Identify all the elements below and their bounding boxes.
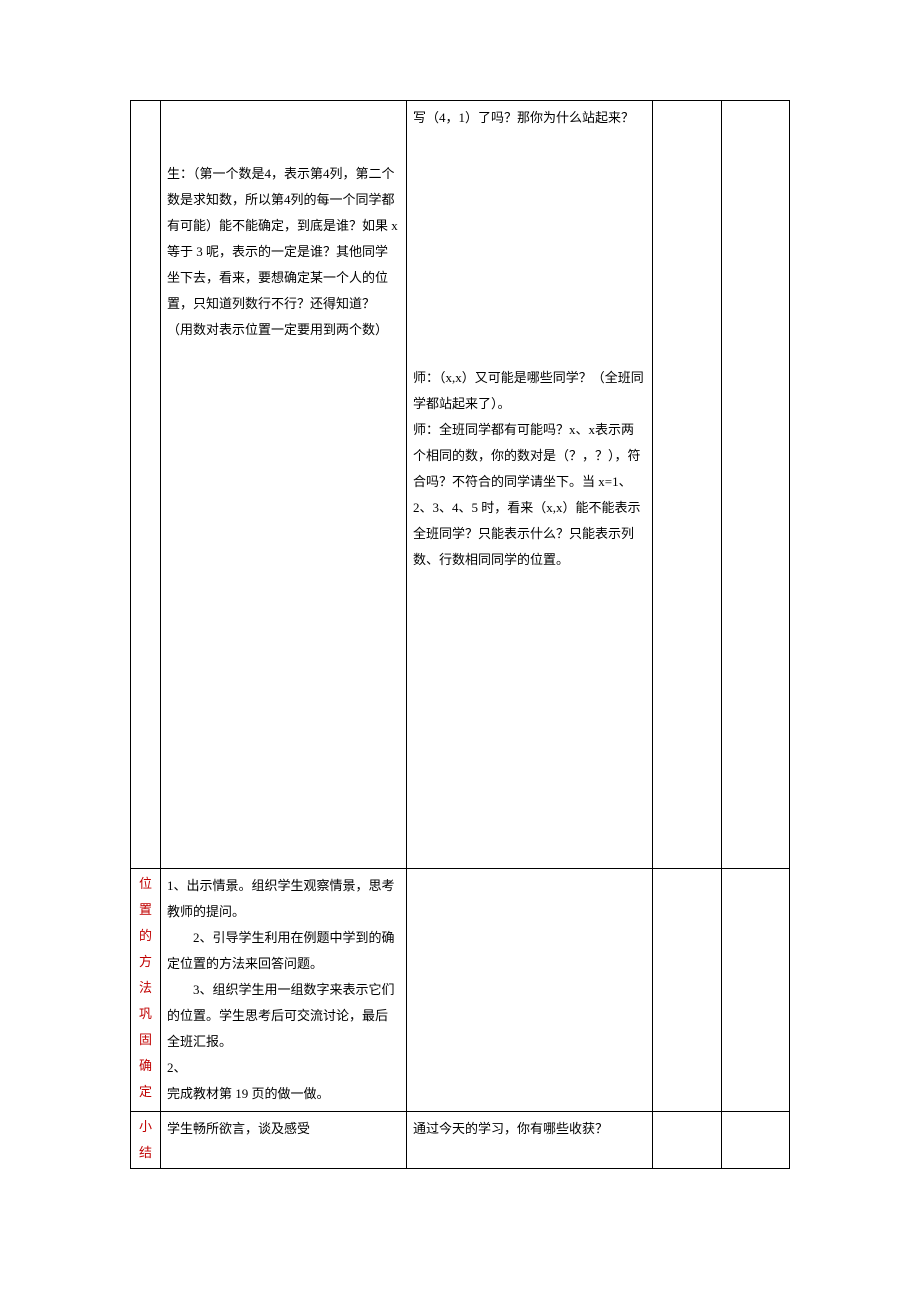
- label-char: 置: [133, 897, 158, 923]
- table-row: 位 置 的 方 法 巩 固 确 定 1、出示情景。组织学生观察情景，思考教师的提…: [131, 869, 790, 1112]
- paragraph: 通过今天的学习，你有哪些收获？: [413, 1116, 646, 1142]
- paragraph: 1、出示情景。组织学生观察情景，思考教师的提问。: [167, 873, 400, 925]
- label-char: 固: [133, 1027, 158, 1053]
- label-char: 小: [133, 1114, 158, 1140]
- paragraph: 学生畅所欲言，谈及感受: [167, 1116, 400, 1142]
- paragraph: 3、组织学生用一组数字来表示它们的位置。学生思考后可交流讨论，最后全班汇报。: [167, 977, 400, 1055]
- table-row: 小 结 学生畅所欲言，谈及感受 通过今天的学习，你有哪些收获？: [131, 1112, 790, 1169]
- empty-cell: [721, 1112, 790, 1169]
- lesson-plan-table: 生：（第一个数是4，表示第4列，第二个数是求知数，所以第4列的每一个同学都有可能…: [130, 100, 790, 1169]
- student-activity-cell: 生：（第一个数是4，表示第4列，第二个数是求知数，所以第4列的每一个同学都有可能…: [160, 101, 406, 869]
- paragraph: 生：（第一个数是4，表示第4列，第二个数是求知数，所以第4列的每一个同学都有可能…: [167, 161, 400, 343]
- student-activity-cell: 1、出示情景。组织学生观察情景，思考教师的提问。 2、引导学生利用在例题中学到的…: [160, 869, 406, 1112]
- label-char: 结: [133, 1140, 158, 1166]
- empty-cell: [653, 869, 721, 1112]
- label-char: 定: [133, 1079, 158, 1105]
- paragraph: 写（4，1）了吗？那你为什么站起来？: [413, 105, 646, 131]
- paragraph: 师：全班同学都有可能吗？x、x表示两个相同的数，你的数对是（？，？），符合吗？不…: [413, 417, 646, 573]
- label-char: 巩: [133, 1001, 158, 1027]
- empty-cell: [721, 101, 790, 869]
- empty-cell: [653, 101, 721, 869]
- paragraph: 完成教材第 19 页的做一做。: [167, 1081, 400, 1107]
- paragraph: 师：（x,x）又可能是哪些同学？（全班同学都站起来了）。: [413, 365, 646, 417]
- teacher-activity-cell: 通过今天的学习，你有哪些收获？: [407, 1112, 653, 1169]
- paragraph: 2、引导学生利用在例题中学到的确定位置的方法来回答问题。: [167, 925, 400, 977]
- label-char: 位: [133, 871, 158, 897]
- section-label-cell: 位 置 的 方 法 巩 固 确 定: [131, 869, 161, 1112]
- label-char: 法: [133, 975, 158, 1001]
- section-label-cell: 小 结: [131, 1112, 161, 1169]
- empty-cell: [721, 869, 790, 1112]
- label-char: 方: [133, 949, 158, 975]
- teacher-activity-cell: [407, 869, 653, 1112]
- table-row: 生：（第一个数是4，表示第4列，第二个数是求知数，所以第4列的每一个同学都有可能…: [131, 101, 790, 869]
- section-label-cell: [131, 101, 161, 869]
- student-activity-cell: 学生畅所欲言，谈及感受: [160, 1112, 406, 1169]
- label-char: 确: [133, 1053, 158, 1079]
- empty-cell: [653, 1112, 721, 1169]
- teacher-activity-cell: 写（4，1）了吗？那你为什么站起来？ 师：（x,x）又可能是哪些同学？（全班同学…: [407, 101, 653, 869]
- label-char: 的: [133, 923, 158, 949]
- paragraph: 2、: [167, 1055, 400, 1081]
